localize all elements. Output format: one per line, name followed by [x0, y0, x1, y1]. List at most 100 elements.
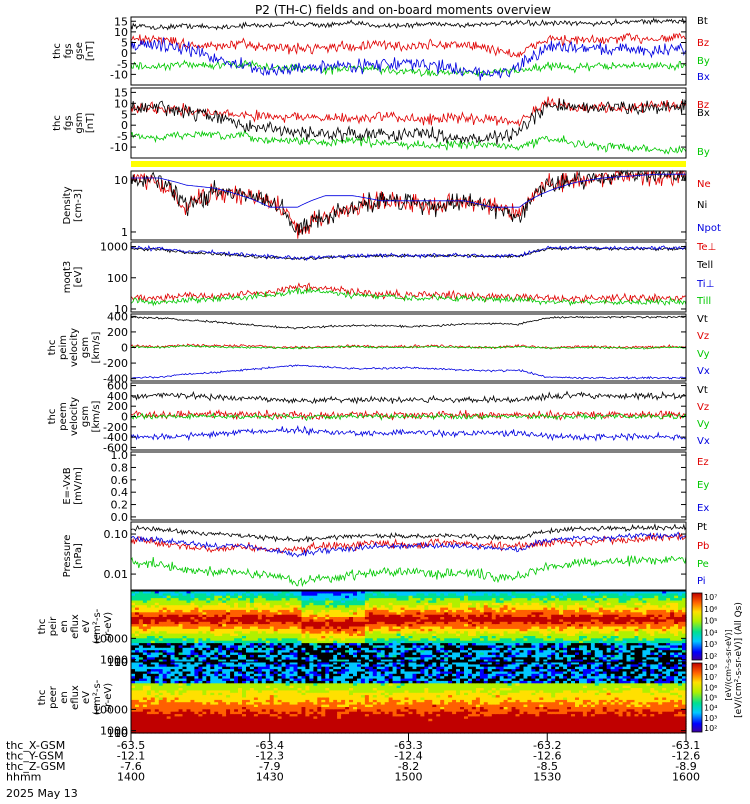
y-axis-label-line: thc — [37, 690, 48, 706]
legend-Npot: Npot — [697, 223, 721, 234]
colorbar-tick-label: 10⁴ — [704, 704, 717, 713]
y-axis-label-line: [nT] — [85, 113, 96, 133]
y-tick-label: 200 — [107, 326, 128, 339]
spectrogram-cells — [131, 591, 687, 663]
panel-frame — [131, 17, 686, 85]
x-row-value: 1430 — [256, 771, 284, 784]
colorbar-tick-label: 10³ — [704, 640, 717, 649]
legend-Ne: Ne — [697, 179, 711, 190]
y-axis-label-line: sr-eV) — [103, 683, 114, 712]
y-axis-label-line: thc — [52, 43, 63, 59]
y-axis-label: Pressure[nPa] — [62, 535, 84, 578]
x-row-label: hhmm — [6, 771, 41, 784]
y-tick-label: 0.01 — [104, 568, 129, 581]
y-axis-label-line: gsm — [74, 112, 85, 133]
status-bar — [131, 161, 686, 167]
y-tick-label: 400 — [107, 310, 128, 323]
y-axis-label-line: E=-VxB — [62, 467, 73, 504]
series-Pb — [131, 533, 686, 553]
y-axis-label-line: [km/s] — [91, 400, 102, 432]
y-tick-label: 1.0 — [111, 449, 129, 462]
y-axis-label-line: gse — [74, 42, 85, 60]
y-axis-label-line: moqt3 — [62, 261, 73, 294]
y-axis-label-line: eV — [81, 691, 92, 704]
legend-Pi: Pi — [697, 576, 706, 587]
panel-frame — [131, 522, 686, 590]
y-axis-label-line: eflux — [70, 614, 81, 639]
colorbar-tick-label: 10² — [704, 652, 717, 661]
y-axis-label-line: [cm-3] — [73, 189, 84, 222]
y-axis-label-line: velocity — [69, 397, 80, 436]
spectrogram-cells — [131, 662, 687, 734]
y-axis-label-line: (cm²-s- — [92, 608, 103, 644]
y-axis-label-line: [km/s] — [91, 331, 102, 363]
y-axis-label-line: gsm — [80, 337, 91, 358]
legend-Pb: Pb — [697, 541, 709, 552]
y-axis-label-line: (cm²-s- — [92, 679, 103, 715]
legend-Ni: Ni — [697, 200, 707, 211]
legend-Te⊥: Te⊥ — [696, 242, 716, 253]
legend-By: By — [697, 147, 710, 158]
y-tick-label: 0 — [121, 342, 128, 355]
legend-Tell: Tell — [696, 260, 713, 271]
y-axis-label-line: [eV] — [73, 267, 84, 288]
series-Vz — [131, 344, 686, 349]
y-axis-label: Density[cm-3] — [62, 186, 84, 224]
y-axis-label: E=-VxB[mV/m] — [62, 467, 84, 505]
colorbar-tick-label: 10⁷ — [704, 673, 717, 682]
x-row-value: 1530 — [533, 771, 561, 784]
y-tick-label: -200 — [103, 357, 128, 370]
y-axis-label-line: fgs — [63, 115, 74, 130]
y-tick-label: -10 — [110, 141, 128, 154]
legend-By: By — [697, 56, 710, 67]
legend-Till: Till — [696, 296, 711, 307]
y-axis-label-line: [nT] — [85, 41, 96, 61]
colorbar-tick-label: 10⁵ — [704, 617, 717, 626]
legend-Vt: Vt — [697, 385, 708, 396]
legend-Bz: Bz — [697, 38, 709, 49]
colorbar-tick-label: 10⁶ — [704, 683, 717, 692]
y-tick-label: 0.6 — [111, 474, 129, 487]
series-Pe — [131, 556, 686, 586]
y-axis-label-line: [mV/m] — [73, 467, 84, 505]
legend-Vz: Vz — [697, 402, 709, 413]
x-row-value: 1500 — [395, 771, 423, 784]
y-tick-label: 1000 — [100, 241, 128, 254]
y-axis-label-line: Pressure — [62, 535, 73, 578]
legend-Vz: Vz — [697, 331, 709, 342]
y-axis-label-line: peer — [48, 685, 59, 709]
y-tick-label: 0.4 — [111, 486, 129, 499]
y-axis-label-line: fgs — [63, 43, 74, 58]
y-tick-label: 10 — [114, 174, 128, 187]
y-tick-label: 0.2 — [111, 499, 129, 512]
legend-Ey: Ey — [697, 480, 709, 491]
y-axis-label-line: Density — [62, 186, 73, 224]
x-row-value: 1600 — [672, 771, 700, 784]
series-Te⊥ — [131, 283, 686, 303]
y-axis-label-line: thc — [52, 115, 63, 131]
legend-Bx: Bx — [697, 72, 710, 83]
y-axis-label-line: sr-eV) — [103, 612, 114, 641]
y-axis-label-line: en — [59, 620, 70, 633]
y-tick-label: 0.8 — [111, 461, 129, 474]
colorbar-label-lower-group: [eV/(cm²-s-sr-eV)] — [724, 629, 733, 700]
series-Vt — [131, 316, 686, 329]
y-tick-label: 0.10 — [104, 528, 129, 541]
colorbar-tick-label: 10⁵ — [704, 694, 717, 703]
date-label: 2025 May 13 — [6, 787, 78, 800]
y-axis-label-line: eV — [81, 620, 92, 633]
y-tick-label: 100 — [107, 272, 128, 285]
y-axis-label-line: thc — [37, 619, 48, 635]
y-axis-label-line: [nPa] — [73, 543, 84, 569]
